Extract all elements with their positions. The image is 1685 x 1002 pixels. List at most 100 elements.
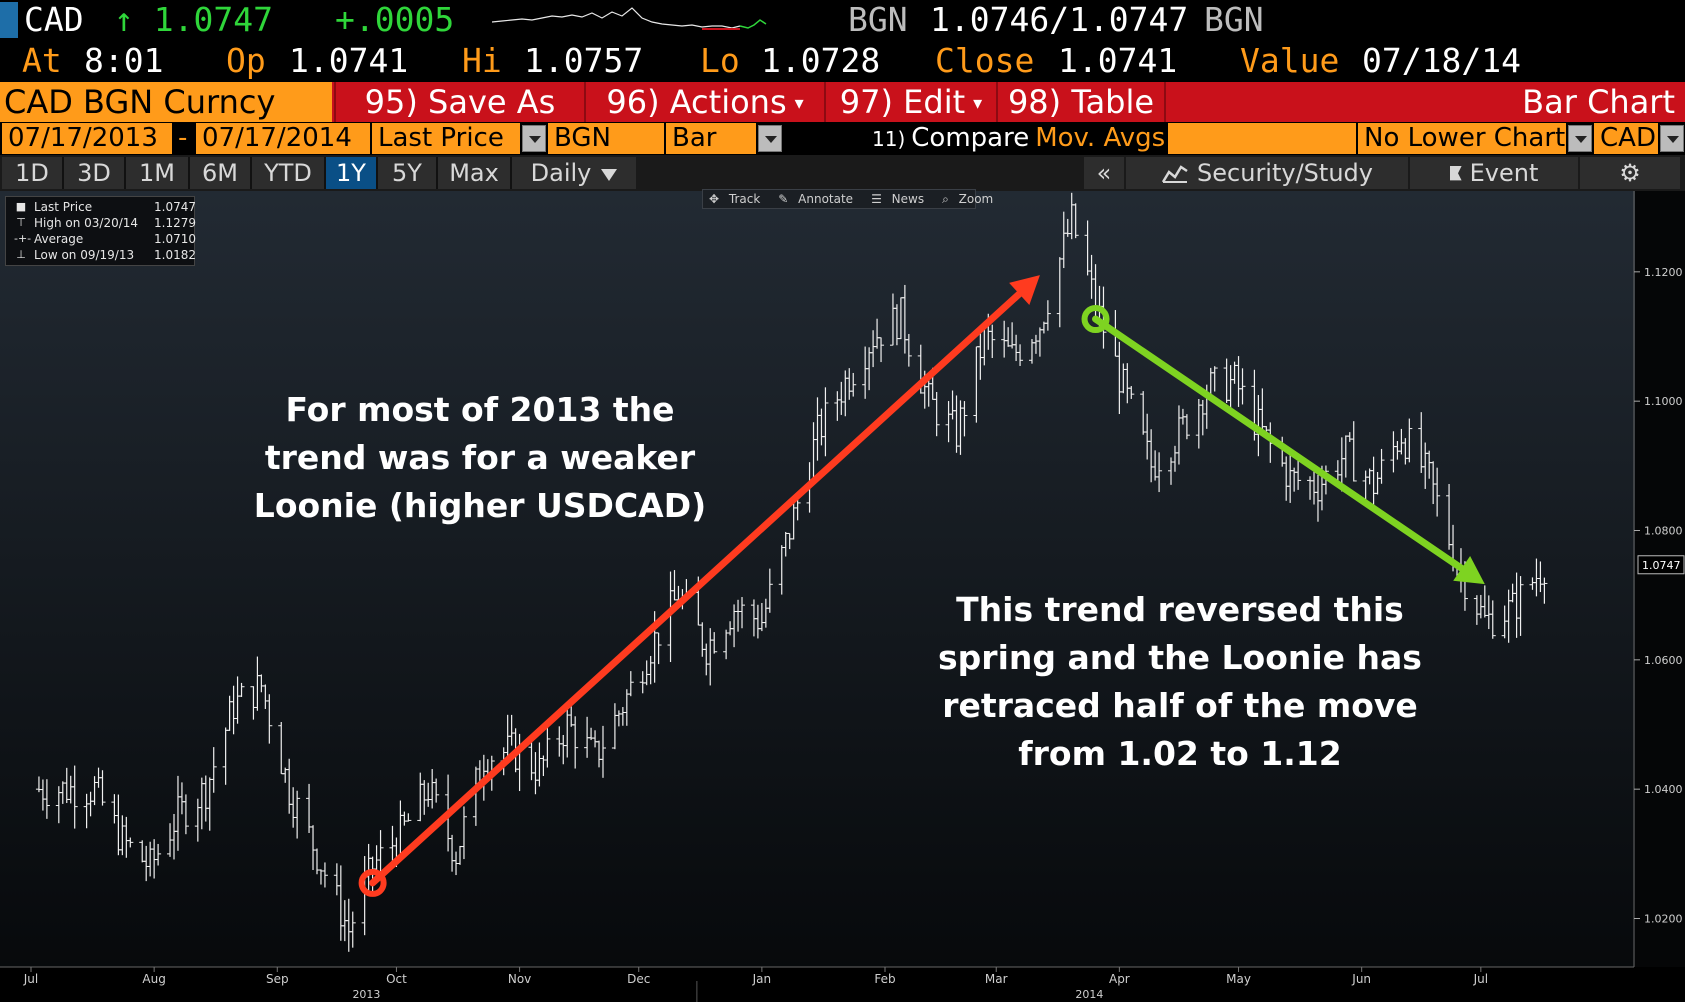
x-month-label: Jul bbox=[23, 972, 38, 986]
x-month-label: Nov bbox=[508, 972, 531, 986]
zoom-tool[interactable]: ⌕ Zoom bbox=[942, 192, 994, 206]
chart-mini-toolbar: ✥ Track ✎ Annotate ☰ News ⌕ Zoom bbox=[702, 189, 993, 209]
x-year-label: 2013 bbox=[352, 988, 380, 1001]
open-value: 1.0741 bbox=[289, 41, 409, 80]
period-1d[interactable]: 1D bbox=[2, 157, 64, 189]
chart-background bbox=[0, 191, 1685, 1002]
x-year-label: 2014 bbox=[1075, 988, 1103, 1001]
period-max[interactable]: Max bbox=[438, 157, 512, 189]
last-price: ↑ 1.0747 bbox=[114, 0, 273, 39]
last-price-label: 1.0747 bbox=[1642, 559, 1681, 572]
security-study-button[interactable]: Security/Study bbox=[1126, 157, 1408, 189]
open-label: Op bbox=[226, 41, 266, 80]
x-month-label: Sep bbox=[266, 972, 289, 986]
downtrend-start-marker bbox=[1081, 305, 1110, 334]
period-6m[interactable]: 6M bbox=[190, 157, 252, 189]
settings-button[interactable]: ⚙ bbox=[1580, 157, 1680, 189]
x-month-label: Aug bbox=[142, 972, 165, 986]
high-label: Hi bbox=[462, 41, 502, 80]
period-1m[interactable]: 1M bbox=[126, 157, 190, 189]
x-month-label: Jun bbox=[1351, 972, 1371, 986]
frequency-label: Daily bbox=[530, 159, 592, 187]
price-field-select[interactable]: Last Price bbox=[372, 123, 520, 154]
parameter-row: 07/17/2013 - 07/17/2014 Last Price BGN B… bbox=[0, 122, 1685, 155]
price-chart: 1.0200 1.0400 1.0600 1.0800 1.1000 1.1200 1.07… bbox=[0, 191, 1685, 1002]
style-dropdown[interactable] bbox=[758, 125, 782, 152]
compare-number: 11) bbox=[872, 127, 906, 151]
y-tick-label: 1.1000 bbox=[1644, 395, 1683, 408]
currency-dropdown[interactable] bbox=[1660, 125, 1684, 152]
y-axis-panel bbox=[1635, 191, 1685, 967]
end-date-field[interactable]: 07/17/2014 bbox=[196, 123, 370, 154]
source-field[interactable]: BGN bbox=[548, 123, 664, 154]
save-as-button[interactable]: 95) Save As bbox=[334, 82, 584, 122]
start-date-field[interactable]: 07/17/2013 bbox=[2, 123, 172, 154]
x-month-label: May bbox=[1226, 972, 1251, 986]
x-month-label: Oct bbox=[386, 972, 407, 986]
table-label: 98) Table bbox=[1007, 83, 1155, 121]
actions-button[interactable]: 96) Actions ▾ bbox=[584, 82, 824, 122]
compare-label: Compare bbox=[911, 123, 1030, 153]
bid-ask: 1.0746/1.0747 bbox=[930, 0, 1189, 39]
y-tick-label: 1.1200 bbox=[1644, 266, 1683, 279]
currency-field[interactable]: CAD bbox=[1594, 123, 1658, 154]
style-select[interactable]: Bar bbox=[666, 123, 756, 154]
high-value: 1.0757 bbox=[524, 41, 644, 80]
period-nav-row: 1D 3D 1M 6M YTD 1Y 5Y Max Daily « Securi… bbox=[0, 155, 1685, 191]
event-button[interactable]: Event bbox=[1410, 157, 1578, 189]
price-field-dropdown[interactable] bbox=[522, 125, 546, 152]
event-label: Event bbox=[1469, 159, 1539, 187]
symbol: CAD bbox=[24, 0, 84, 39]
frequency-select[interactable]: Daily bbox=[512, 157, 636, 189]
collapse-button[interactable]: « bbox=[1084, 157, 1124, 189]
source-right: BGN bbox=[1204, 0, 1264, 39]
compare-button[interactable]: 11) Compare Mov. Avgs bbox=[872, 123, 1165, 154]
flag-icon bbox=[1449, 166, 1462, 181]
average-icon: -+- bbox=[14, 232, 32, 245]
uptrend-arrow-head bbox=[1009, 275, 1040, 306]
table-button[interactable]: 98) Table bbox=[996, 82, 1166, 122]
lower-chart-dropdown[interactable] bbox=[1568, 125, 1592, 152]
x-month-label: Dec bbox=[627, 972, 650, 986]
downtrend-arrow-line bbox=[1092, 315, 1466, 572]
period-3d[interactable]: 3D bbox=[64, 157, 126, 189]
period-5y[interactable]: 5Y bbox=[378, 157, 438, 189]
x-month-label: Mar bbox=[985, 972, 1008, 986]
high-marker-icon: ⊤ bbox=[16, 216, 26, 229]
gear-icon: ⚙ bbox=[1619, 159, 1641, 187]
study-chart-icon bbox=[1161, 165, 1188, 183]
lower-chart-select[interactable]: No Lower Chart bbox=[1358, 123, 1566, 154]
quote-row-secondary: At 8:01 Op 1.0741 Hi 1.0757 Lo 1.0728 Cl… bbox=[0, 40, 1685, 82]
edit-button[interactable]: 97) Edit ▾ bbox=[824, 82, 996, 122]
value-date: 07/18/14 bbox=[1362, 41, 1521, 80]
downtrend-annotation: This trend reversed this spring and the … bbox=[938, 590, 1422, 773]
compare-filler bbox=[1168, 123, 1356, 154]
annotate-tool[interactable]: ✎ Annotate bbox=[778, 192, 854, 206]
downtrend-arrow-head bbox=[1453, 556, 1485, 585]
security-title[interactable]: CAD BGN Curncy bbox=[0, 82, 332, 122]
track-tool[interactable]: ✥ Track bbox=[709, 192, 761, 206]
security-study-label: Security/Study bbox=[1197, 159, 1373, 187]
low-value: 1.0728 bbox=[761, 41, 881, 80]
chart-type-title: Bar Chart bbox=[1522, 83, 1675, 121]
x-month-label: Jan bbox=[752, 972, 772, 986]
x-axis-panel bbox=[0, 967, 1685, 1002]
value-label: Value bbox=[1240, 41, 1340, 80]
trend-annotations bbox=[358, 275, 1485, 897]
x-axis: Jul Aug Sep Oct Nov Dec Jan Feb Mar Apr May Jun Jul 2… bbox=[23, 967, 1488, 1002]
chevron-down-icon: ▾ bbox=[794, 93, 804, 114]
date-separator: - bbox=[174, 123, 192, 154]
quote-row-primary: CAD ↑ 1.0747 +.0005 BGN 1.0746/1.0747 BG… bbox=[0, 0, 1685, 40]
news-tool[interactable]: ☰ News bbox=[871, 192, 925, 206]
x-month-label: Apr bbox=[1109, 972, 1130, 986]
chevron-down-icon: ▾ bbox=[973, 93, 983, 114]
edit-label: 97) Edit bbox=[839, 83, 966, 121]
chart-legend: ■ Last Price 1.0747 ⊤ High on 03/20/14 1.1… bbox=[5, 196, 196, 266]
square-icon: ■ bbox=[15, 200, 27, 213]
period-1y[interactable]: 1Y bbox=[326, 157, 378, 189]
y-tick-label: 1.0600 bbox=[1644, 654, 1683, 667]
close-label: Close bbox=[935, 41, 1035, 80]
save-as-label: 95) Save As bbox=[364, 83, 556, 121]
period-ytd[interactable]: YTD bbox=[252, 157, 326, 189]
at-value: 8:01 bbox=[84, 41, 164, 80]
